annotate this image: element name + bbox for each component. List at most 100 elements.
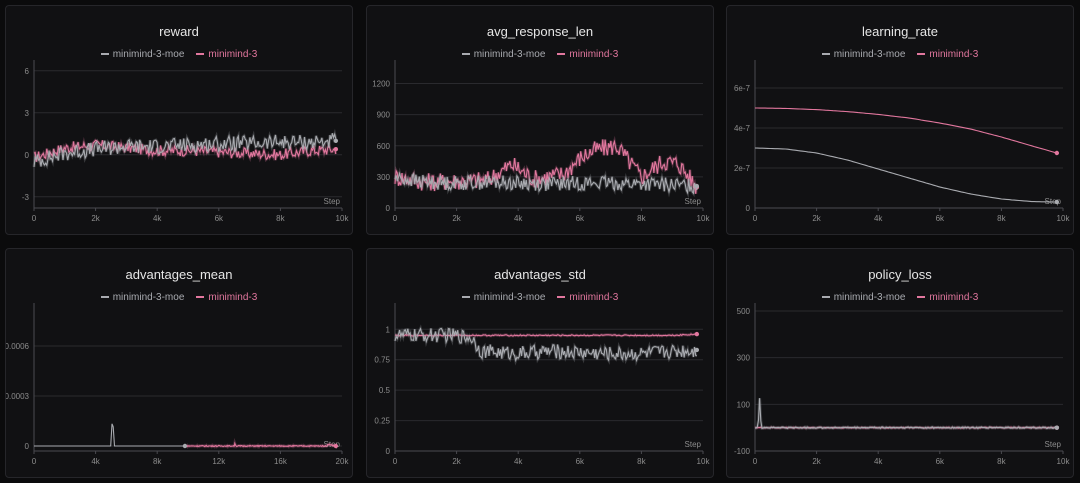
series-endpoint-minimind-3-moe <box>1054 199 1060 205</box>
legend-label: minimind-3-moe <box>833 49 906 60</box>
y-tick-label: 0 <box>386 204 391 213</box>
legend-item-moe[interactable]: minimind-3-moe <box>100 49 184 60</box>
chart-legend: minimind-3-moe minimind-3 <box>6 49 352 60</box>
series-endpoint-minimind-3-moe <box>333 138 339 143</box>
step-label: Step <box>324 197 341 206</box>
step-label: Step <box>685 197 702 206</box>
legend-item-moe[interactable]: minimind-3-moe <box>461 292 546 303</box>
x-tick-label: 6k <box>936 457 945 466</box>
chart-panel-advantages_mean[interactable]: advantages_mean minimind-3-moe minimind-3 0… <box>5 248 353 478</box>
legend-item-moe[interactable]: minimind-3-moe <box>100 292 185 303</box>
legend-item-dense[interactable]: minimind-3 <box>196 292 257 303</box>
x-tick-label: 8k <box>637 457 646 466</box>
x-tick-label: 12k <box>212 457 226 466</box>
x-tick-label: 4k <box>153 214 162 223</box>
step-label: Step <box>1045 440 1062 449</box>
x-tick-label: 2k <box>452 214 461 223</box>
chart-title: advantages_std <box>494 267 586 282</box>
x-tick-label: 10k <box>336 214 350 223</box>
chart-panel-reward[interactable]: reward minimind-3-moe minimind-3 -3 0 3 6 0 2k 4k… <box>5 5 353 235</box>
y-tick-label: 0.75 <box>374 356 390 365</box>
legend-item-dense[interactable]: minimind-3 <box>557 49 618 60</box>
x-tick-label: 10k <box>697 214 711 223</box>
chart-legend: minimind-3-moe minimind-3 <box>6 292 352 303</box>
legend-swatch <box>557 296 566 299</box>
y-tick-label: 6 <box>25 67 30 76</box>
legend-item-dense[interactable]: minimind-3 <box>196 49 257 60</box>
legend-item-moe[interactable]: minimind-3-moe <box>461 49 546 60</box>
y-tick-label: 500 <box>737 307 751 316</box>
series-endpoint-minimind-3 <box>694 331 700 337</box>
legend-item-dense[interactable]: minimind-3 <box>917 292 978 303</box>
x-tick-label: 6k <box>215 214 224 223</box>
y-tick-label: 900 <box>377 111 391 120</box>
series-endpoint-minimind-3 <box>333 147 339 152</box>
x-tick-label: 16k <box>274 457 288 466</box>
y-tick-label: 300 <box>377 173 391 182</box>
x-tick-label: 10k <box>1057 214 1071 223</box>
series-line-minimind-3-moe <box>755 398 1057 430</box>
x-tick-label: 10k <box>697 457 711 466</box>
legend-item-moe[interactable]: minimind-3-moe <box>821 292 905 303</box>
chart-panel-advantages_std[interactable]: advantages_std minimind-3-moe minimind-3 0 0… <box>366 248 714 478</box>
x-tick-label: 8k <box>997 457 1006 466</box>
x-tick-label: 2k <box>452 457 461 466</box>
x-tick-label: 0 <box>393 214 398 223</box>
legend-swatch <box>196 53 205 56</box>
x-tick-label: 4k <box>91 457 100 466</box>
y-tick-label: 0 <box>746 204 751 213</box>
y-tick-label: 1 <box>386 325 391 334</box>
y-tick-label: -100 <box>734 447 751 456</box>
series-line-minimind-3 <box>33 139 337 162</box>
series-endpoint-minimind-3 <box>333 443 339 449</box>
chart-plot: 0 300 600 900 1200 0 2k 4k 6k 8k 10k Step <box>372 60 711 223</box>
series-endpoint-minimind-3-moe <box>694 184 700 189</box>
x-tick-label: 4k <box>514 457 523 466</box>
chart-legend: minimind-3-moe minimind-3 <box>367 49 713 60</box>
legend-swatch <box>100 53 109 56</box>
series-line-minimind-3-moe <box>754 147 1057 203</box>
x-tick-label: 2k <box>812 214 821 223</box>
x-tick-label: 8k <box>997 214 1006 223</box>
x-tick-label: 4k <box>514 214 523 223</box>
series-line-minimind-3-moe <box>33 132 337 167</box>
legend-swatch <box>557 53 566 56</box>
x-tick-label: 10k <box>1057 457 1071 466</box>
chart-title: avg_response_len <box>486 24 594 39</box>
chart-title: learning_rate <box>862 24 938 39</box>
legend-swatch <box>461 53 470 56</box>
series-band-minimind-3-moe <box>393 324 698 367</box>
x-tick-label: 6k <box>576 214 585 223</box>
series-endpoint-minimind-3-moe <box>694 347 700 353</box>
legend-item-moe[interactable]: minimind-3-moe <box>821 49 906 60</box>
chart-panel-learning_rate[interactable]: learning_rate minimind-3-moe minimind-3 0 2e… <box>726 5 1074 235</box>
chart-panel-avg_response_len[interactable]: avg_response_len minimind-3-moe minimind-3… <box>366 5 714 235</box>
legend-item-dense[interactable]: minimind-3 <box>917 49 978 60</box>
legend-swatch <box>917 53 926 56</box>
series-line-minimind-3 <box>184 441 337 448</box>
y-tick-label: 0 <box>25 442 30 451</box>
series-line-minimind-3 <box>394 139 698 194</box>
x-tick-label: 2k <box>91 214 100 223</box>
x-tick-label: 0 <box>32 457 37 466</box>
legend-label: minimind-3-moe <box>473 292 546 303</box>
legend-item-dense[interactable]: minimind-3 <box>557 292 618 303</box>
x-tick-label: 4k <box>874 457 883 466</box>
legend-label: minimind-3 <box>569 49 619 60</box>
y-tick-label: 0.0006 <box>6 342 30 351</box>
chart-plot: -3 0 3 6 0 2k 4k 6k 8k 10k Step <box>22 60 350 223</box>
series-endpoint-minimind-3 <box>1054 150 1060 156</box>
legend-swatch <box>100 296 109 299</box>
legend-label: minimind-3-moe <box>112 292 185 303</box>
y-tick-label: 1200 <box>372 80 390 89</box>
chart-panel-policy_loss[interactable]: policy_loss minimind-3-moe minimind-3 -100 1… <box>726 248 1074 478</box>
series-endpoint-minimind-3-moe <box>1054 425 1060 430</box>
chart-plot: -100 100 300 500 0 2k 4k 6k 8k 10k Step <box>734 303 1071 466</box>
legend-swatch <box>821 296 830 299</box>
legend-label: minimind-3-moe <box>473 49 546 60</box>
x-tick-label: 8k <box>637 214 646 223</box>
y-tick-label: 0.25 <box>374 417 390 426</box>
